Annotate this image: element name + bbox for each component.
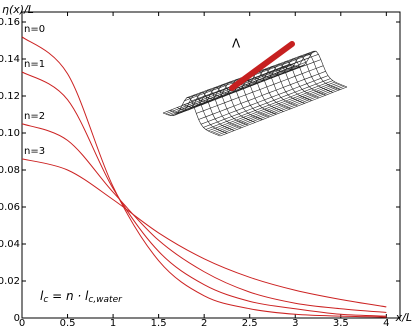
x-tick-label: 2.5	[242, 318, 258, 328]
x-axis-label: x/L	[395, 311, 412, 324]
y-tick-label: 0.06	[0, 202, 20, 213]
mesh-line	[176, 92, 235, 131]
mesh-line	[198, 84, 256, 123]
x-tick-label: 1.5	[151, 318, 167, 328]
red-rod	[229, 41, 295, 91]
y-tick-label: 0.12	[0, 91, 20, 102]
annotation-part: l	[40, 289, 44, 303]
plot-frame	[21, 11, 401, 319]
mesh-line	[275, 55, 334, 93]
y-tick-label: 0	[14, 313, 20, 324]
series-label: n=0	[24, 24, 45, 35]
mesh-line	[254, 63, 312, 101]
series-label: n=2	[24, 111, 45, 122]
x-tick-label: 1	[110, 318, 116, 328]
y-tick-label: 0.04	[0, 239, 20, 250]
mesh-line	[289, 50, 348, 88]
x-tick-label: 4	[383, 318, 389, 328]
y-axis-label: η(x)/L	[2, 3, 34, 16]
x-tick-label: 3	[292, 318, 298, 328]
y-tick-label: 0.16	[0, 17, 20, 28]
y-tick-label: 0.08	[0, 165, 20, 176]
mesh-line	[191, 86, 249, 126]
mesh-line	[169, 94, 228, 134]
annotation: lc = n · lc,water	[40, 289, 123, 305]
mesh-line	[282, 53, 341, 90]
y-tick-label: 0.02	[0, 276, 20, 287]
mesh-line	[184, 89, 242, 129]
line	[21, 158, 387, 308]
annotation-part: = n · l	[48, 289, 89, 303]
mesh-line	[261, 61, 319, 99]
annotation-part: c	[43, 295, 48, 305]
line	[21, 36, 387, 318]
y-tick-label: 0.10	[0, 128, 20, 139]
x-tick-label: 2	[201, 318, 207, 328]
y-tick-label: 0.14	[0, 54, 20, 65]
mesh-line	[268, 58, 326, 96]
x-tick-label: 0	[19, 318, 25, 328]
line	[21, 123, 387, 313]
mesh-line	[162, 97, 221, 137]
line	[21, 71, 387, 317]
series-label: n=1	[24, 59, 45, 70]
x-tick-label: 0.5	[60, 318, 76, 328]
inset-label: Λ	[232, 37, 241, 51]
annotation-part: c,water	[88, 295, 123, 305]
x-tick-label: 3.5	[333, 318, 349, 328]
series-label: n=3	[24, 146, 45, 157]
